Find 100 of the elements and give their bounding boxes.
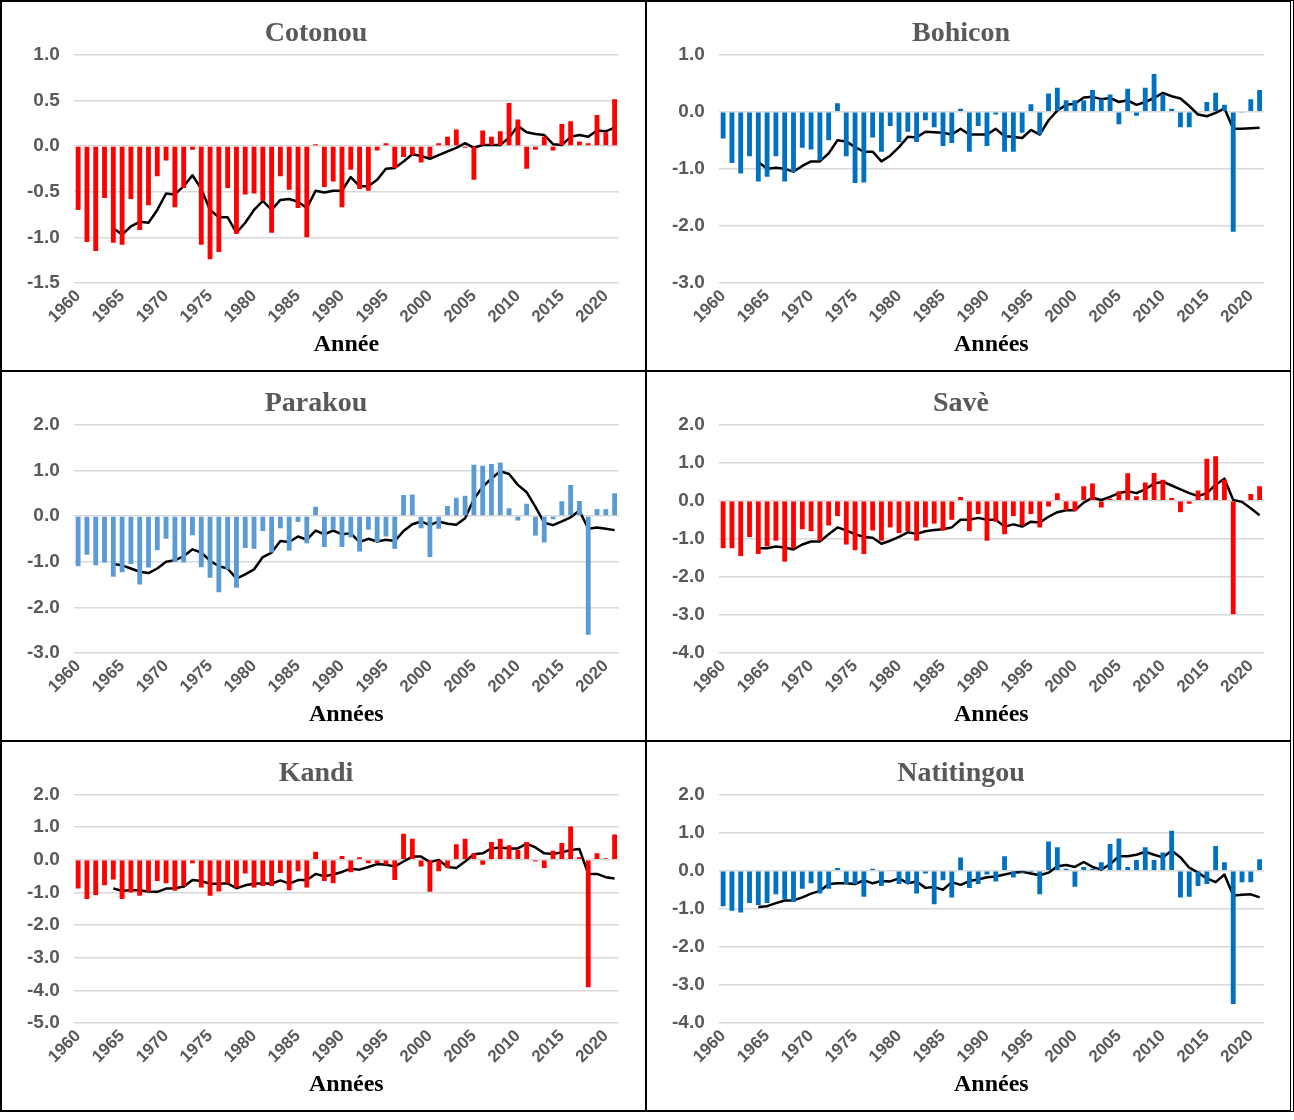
y-tick-label: 2.0 bbox=[32, 782, 60, 804]
bar bbox=[92, 516, 98, 566]
bar bbox=[1036, 501, 1042, 528]
bar bbox=[558, 501, 564, 516]
bar bbox=[790, 501, 796, 549]
bar bbox=[453, 129, 459, 146]
bar bbox=[1124, 473, 1130, 500]
bar bbox=[400, 833, 406, 860]
bar bbox=[409, 494, 415, 516]
bar bbox=[611, 99, 617, 146]
bar bbox=[312, 506, 318, 516]
bar bbox=[904, 501, 910, 532]
bar bbox=[286, 860, 292, 891]
bar bbox=[825, 501, 831, 526]
bar bbox=[453, 497, 459, 516]
bar bbox=[259, 516, 265, 532]
bar bbox=[887, 501, 893, 528]
bar bbox=[259, 146, 265, 201]
bar bbox=[1010, 112, 1016, 152]
bar bbox=[602, 509, 608, 516]
bar bbox=[1001, 112, 1007, 152]
bar bbox=[198, 860, 204, 888]
y-tick-label: -2.0 bbox=[671, 935, 705, 957]
bar bbox=[957, 496, 963, 500]
y-tick-label: -1.0 bbox=[26, 549, 60, 571]
y-tick-label: 0.0 bbox=[32, 504, 60, 526]
bar bbox=[347, 516, 353, 538]
bar bbox=[825, 112, 831, 141]
bar bbox=[799, 112, 805, 148]
bar bbox=[427, 516, 432, 558]
bar bbox=[514, 850, 520, 860]
y-tick-label: -4.0 bbox=[26, 978, 60, 1000]
bar bbox=[878, 501, 884, 541]
y-tick-label: -4.0 bbox=[671, 1011, 705, 1033]
bar bbox=[541, 136, 547, 146]
bar bbox=[1212, 92, 1218, 111]
bar bbox=[860, 112, 866, 183]
bar bbox=[119, 146, 125, 245]
y-tick-label: -2.0 bbox=[26, 913, 60, 935]
chart-title: Savè bbox=[932, 386, 989, 418]
y-tick-label: -1.0 bbox=[671, 157, 705, 179]
bar bbox=[119, 516, 125, 573]
bar bbox=[127, 146, 133, 199]
y-tick-label: -3.0 bbox=[671, 603, 705, 625]
bar bbox=[975, 501, 981, 515]
bar bbox=[834, 501, 840, 516]
bar bbox=[409, 146, 415, 156]
bar bbox=[154, 860, 160, 882]
bar bbox=[1010, 501, 1016, 516]
bar bbox=[585, 516, 591, 635]
bar bbox=[781, 112, 787, 182]
bar bbox=[374, 146, 380, 151]
y-tick-label: -1.5 bbox=[26, 271, 60, 293]
y-tick-label: -1.0 bbox=[671, 897, 705, 919]
bar bbox=[391, 860, 397, 881]
bar bbox=[1221, 104, 1227, 111]
bar bbox=[992, 501, 998, 522]
bar bbox=[975, 112, 981, 126]
bar bbox=[720, 112, 726, 139]
bar bbox=[843, 501, 849, 545]
bar bbox=[1221, 479, 1227, 500]
bar bbox=[1133, 112, 1139, 116]
bar bbox=[145, 860, 151, 892]
bar bbox=[1063, 100, 1069, 111]
bar bbox=[215, 146, 221, 252]
x-axis-title: Années bbox=[308, 699, 384, 726]
bar bbox=[356, 146, 362, 189]
bar bbox=[931, 501, 937, 524]
bar bbox=[479, 465, 485, 516]
bar bbox=[435, 860, 441, 872]
y-tick-label: -3.0 bbox=[26, 641, 60, 663]
bar bbox=[860, 501, 866, 555]
bar bbox=[1247, 99, 1253, 111]
bar bbox=[602, 132, 608, 146]
y-tick-label: 0.0 bbox=[677, 99, 705, 121]
bar bbox=[523, 841, 529, 860]
bar bbox=[532, 516, 538, 536]
bar bbox=[180, 146, 186, 189]
bar bbox=[127, 860, 133, 893]
y-tick-label: 0.0 bbox=[677, 858, 705, 880]
bar bbox=[1168, 108, 1174, 111]
bar bbox=[1177, 501, 1183, 513]
bar bbox=[470, 146, 476, 180]
bar bbox=[1159, 479, 1165, 500]
bar bbox=[966, 112, 972, 152]
bar bbox=[189, 516, 195, 536]
bar bbox=[75, 146, 81, 210]
bar bbox=[755, 501, 761, 555]
bar bbox=[163, 516, 168, 539]
bar bbox=[567, 121, 573, 146]
bar bbox=[470, 853, 476, 860]
bar bbox=[869, 112, 875, 138]
bar bbox=[277, 516, 283, 529]
bar bbox=[790, 112, 796, 173]
bar bbox=[922, 501, 928, 528]
bar bbox=[948, 501, 954, 520]
bar bbox=[224, 860, 230, 884]
bar bbox=[242, 146, 248, 195]
bar bbox=[479, 130, 485, 146]
bar bbox=[163, 860, 168, 884]
